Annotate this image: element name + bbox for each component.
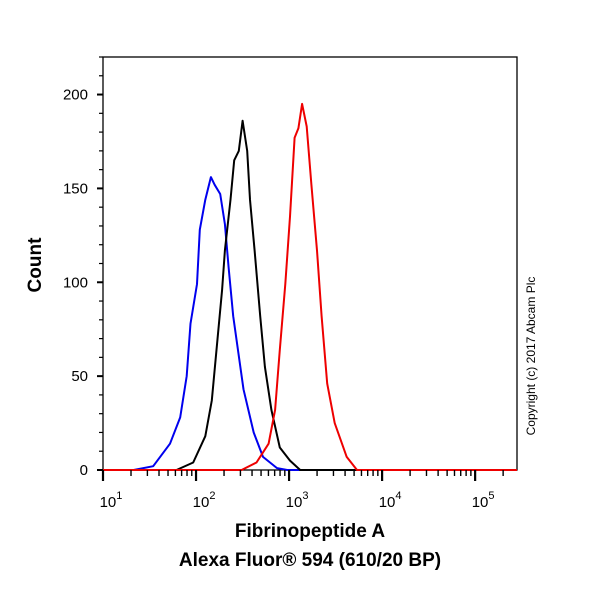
x-tick-exponent: 1 bbox=[116, 490, 122, 502]
series-black-line bbox=[103, 119, 517, 471]
y-axis: 0 50 100 150 200 bbox=[63, 56, 103, 479]
x-tick-base: 10 bbox=[193, 494, 210, 511]
series-layer bbox=[103, 102, 517, 471]
y-tick-label: 100 bbox=[63, 274, 88, 291]
series-blue-line bbox=[103, 176, 517, 471]
x-tick-label: 105 bbox=[472, 490, 495, 511]
x-tick-label: 102 bbox=[193, 490, 216, 511]
x-tick-base: 10 bbox=[379, 494, 396, 511]
x-tick-base: 10 bbox=[100, 494, 117, 511]
x-axis-subtitle: Alexa Fluor® 594 (610/20 BP) bbox=[179, 550, 441, 571]
series-red-line bbox=[103, 102, 517, 471]
plot-frame bbox=[102, 56, 518, 471]
x-tick-label: 103 bbox=[286, 490, 309, 511]
x-tick-base: 10 bbox=[472, 494, 489, 511]
copyright-annotation: Copyright (c) 2017 Abcam Plc bbox=[524, 277, 538, 436]
x-axis-title: Fibrinopeptide A bbox=[235, 521, 386, 542]
y-tick-label: 200 bbox=[63, 87, 88, 104]
y-tick-label: 50 bbox=[71, 368, 88, 385]
x-tick-label: 104 bbox=[379, 490, 402, 511]
x-tick-label: 101 bbox=[100, 490, 123, 511]
y-tick-label: 0 bbox=[80, 462, 88, 479]
x-tick-exponent: 2 bbox=[209, 490, 215, 502]
x-tick-base: 10 bbox=[286, 494, 303, 511]
x-tick-exponent: 5 bbox=[488, 490, 494, 502]
x-tick-exponent: 3 bbox=[302, 490, 308, 502]
y-axis-title: Count bbox=[25, 237, 46, 293]
x-tick-exponent: 4 bbox=[395, 490, 401, 502]
y-tick-label: 150 bbox=[63, 180, 88, 197]
x-axis: 101 102 103 104 105 bbox=[100, 470, 504, 511]
